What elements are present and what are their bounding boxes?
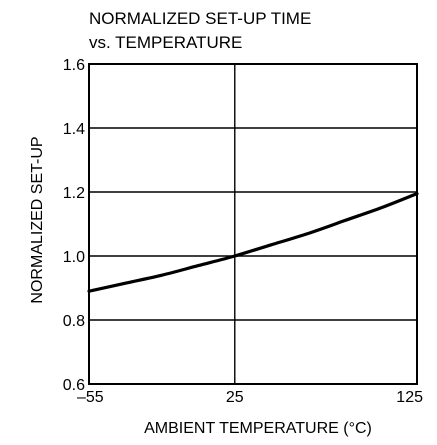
y-axis-tick-labels: 0.6 0.8 1.0 1.2 1.4 1.6 bbox=[63, 57, 85, 394]
x-axis-tick-labels: –55 25 125 bbox=[77, 389, 423, 406]
y-tick-label: 1.6 bbox=[63, 57, 85, 74]
x-tick-label: 25 bbox=[226, 389, 244, 406]
y-axis-label: NORMALIZED SET-UP bbox=[29, 136, 46, 303]
y-tick-label: 1.2 bbox=[63, 185, 85, 202]
chart-title-line1: NORMALIZED SET-UP TIME bbox=[89, 9, 311, 28]
grid-lines bbox=[89, 64, 417, 384]
y-tick-label: 1.4 bbox=[63, 121, 85, 138]
chart-title-line2: vs. TEMPERATURE bbox=[89, 33, 242, 52]
x-axis-label: AMBIENT TEMPERATURE (°C) bbox=[144, 420, 372, 437]
y-tick-label: 0.8 bbox=[63, 313, 85, 330]
x-tick-label: –55 bbox=[77, 389, 104, 406]
y-tick-label: 0.6 bbox=[63, 377, 85, 394]
data-series-line bbox=[87, 192, 419, 293]
plot-frame bbox=[88, 63, 418, 385]
x-tick-label: 125 bbox=[396, 389, 423, 406]
y-tick-label: 1.0 bbox=[63, 249, 85, 266]
plot-area bbox=[87, 63, 419, 385]
